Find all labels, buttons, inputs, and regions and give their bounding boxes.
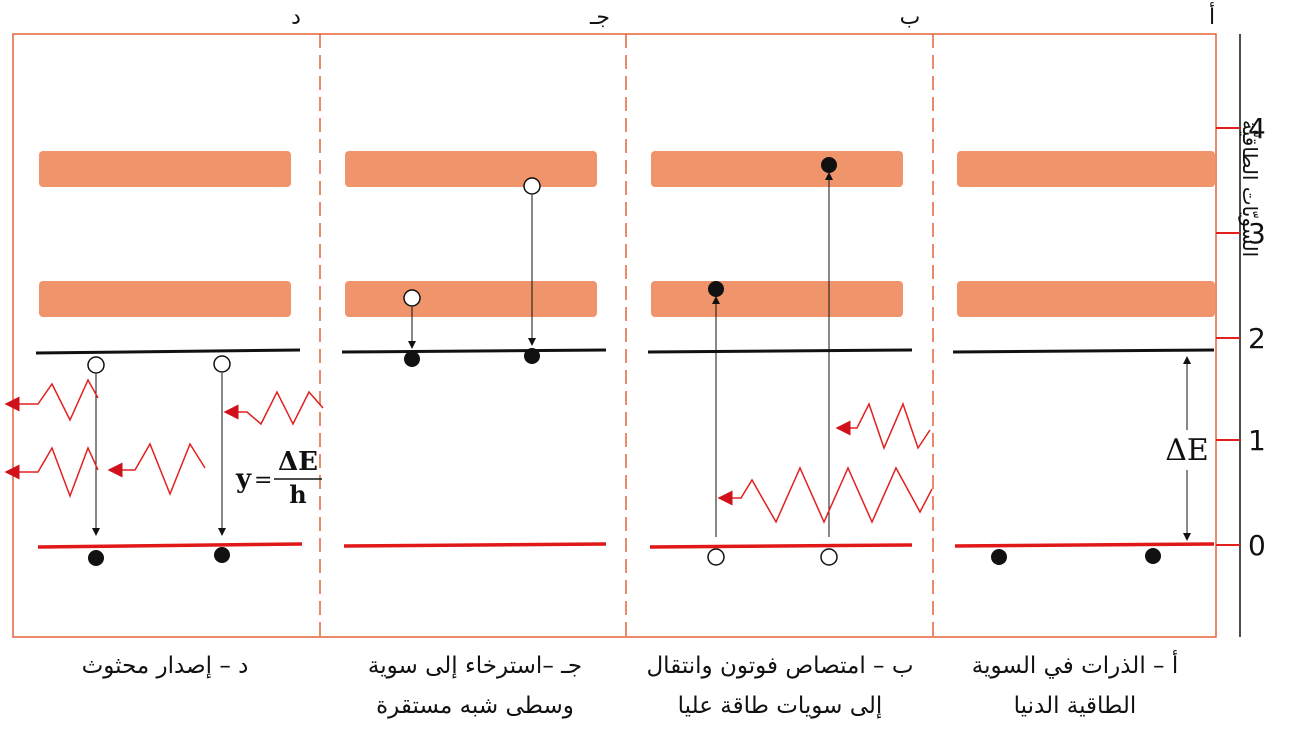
- caption-line: أ – الذرات في السوية: [971, 653, 1179, 679]
- panel-letter-c: جـ: [589, 5, 610, 30]
- panel-a: ΔE: [952, 151, 1215, 565]
- caption-panel-b: ب – امتصاص فوتون وانتقال إلى سويات طاقة …: [630, 646, 930, 726]
- metastable-level: [35, 348, 301, 355]
- energy-band-upper: [345, 151, 597, 187]
- caption-panel-a: أ – الذرات في السوية الطاقية الدنيا: [940, 646, 1210, 726]
- formula-denominator: h: [289, 480, 306, 509]
- panel-letter-d: د: [291, 5, 301, 30]
- axis-tick-label-2: 2: [1248, 322, 1266, 355]
- panel-b: [647, 151, 933, 566]
- filled-atom: [88, 550, 104, 566]
- axis-tick-label-3: 3: [1248, 217, 1266, 250]
- filled-atom: [524, 348, 540, 364]
- caption-line: جـ –استرخاء إلى سوية: [367, 653, 583, 679]
- hollow-atom: [87, 356, 105, 374]
- filled-atom: [404, 351, 420, 367]
- axis-ticks: [1216, 127, 1240, 546]
- photon-wave: [835, 401, 931, 451]
- formula-equals: =: [254, 468, 272, 493]
- energy-band-upper: [39, 151, 291, 187]
- filled-atom: [214, 547, 230, 563]
- axis-tick-label-0: 0: [1248, 529, 1266, 562]
- photon-wave: [717, 466, 933, 524]
- metastable-level: [647, 348, 913, 354]
- diagram-frame: [12, 33, 1217, 638]
- hollow-atom: [707, 548, 725, 566]
- hollow-atom: [213, 355, 231, 373]
- ground-level: [343, 542, 607, 548]
- hollow-atom: [403, 289, 421, 307]
- caption-line: د – إصدار محثوث: [81, 653, 249, 679]
- caption-panel-c: جـ –استرخاء إلى سوية وسطى شبه مستقرة: [330, 646, 620, 726]
- energy-band-lower: [957, 281, 1215, 317]
- filled-atom: [821, 157, 837, 173]
- hollow-atom: [523, 177, 541, 195]
- filled-atom: [1145, 548, 1161, 564]
- formula-numerator: ΔE: [278, 447, 318, 477]
- metastable-level: [341, 348, 607, 354]
- ground-level: [954, 542, 1215, 548]
- caption-line: الطاقية الدنيا: [1013, 693, 1137, 719]
- caption-panel-d: د – إصدار محثوث: [20, 646, 310, 686]
- metastable-level: [952, 348, 1215, 354]
- axis-title: السويّات الطاقيّة: [1238, 120, 1262, 258]
- energy-band-upper: [651, 151, 903, 187]
- photon-wave: [107, 442, 206, 497]
- panel-d: y = ΔE h: [4, 151, 324, 566]
- filled-atom: [708, 281, 724, 297]
- energy-band-lower: [39, 281, 291, 317]
- energy-band-lower: [345, 281, 597, 317]
- caption-line: إلى سويات طاقة عليا: [677, 693, 883, 719]
- energy-band-lower: [651, 281, 903, 317]
- ground-level: [649, 543, 913, 549]
- panel-c: [341, 151, 607, 548]
- photon-wave: [4, 446, 99, 499]
- axis-tick-label-1: 1: [1248, 424, 1266, 457]
- hollow-atom: [820, 548, 838, 566]
- photon-wave: [223, 390, 324, 426]
- filled-atom: [991, 549, 1007, 565]
- ground-level: [37, 542, 303, 549]
- caption-line: ب – امتصاص فوتون وانتقال: [646, 653, 914, 679]
- panel-letter-b: ب: [900, 5, 921, 30]
- caption-line: وسطى شبه مستقرة: [376, 693, 574, 719]
- delta-e-label: ΔE: [1165, 433, 1209, 468]
- axis-tick-label-4: 4: [1248, 112, 1266, 145]
- panel-letter-a: أ: [1209, 2, 1215, 30]
- formula-lhs: y: [235, 464, 252, 494]
- photon-wave: [4, 378, 99, 422]
- energy-band-upper: [957, 151, 1215, 187]
